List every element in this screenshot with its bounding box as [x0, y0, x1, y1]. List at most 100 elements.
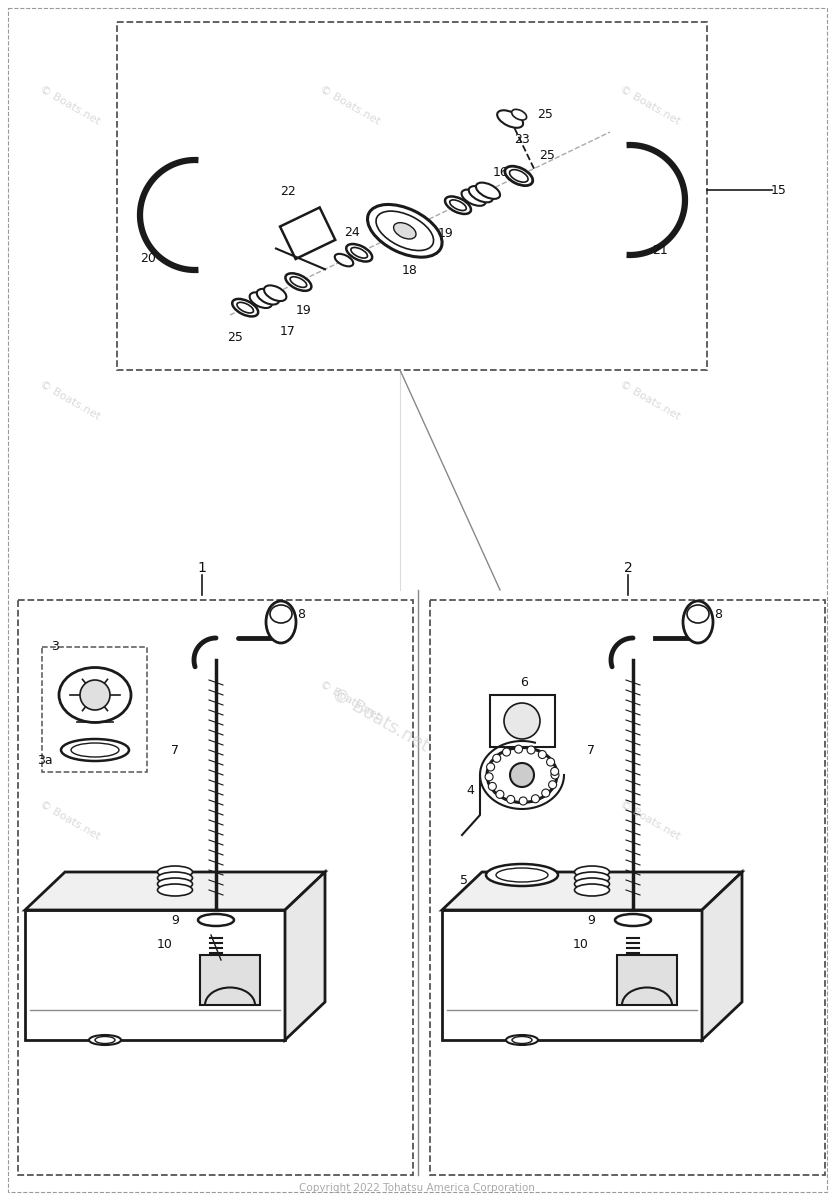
Ellipse shape — [89, 1034, 121, 1045]
Text: © Boats.net: © Boats.net — [618, 84, 682, 126]
Circle shape — [527, 746, 535, 754]
Ellipse shape — [487, 748, 557, 803]
Circle shape — [507, 796, 514, 804]
Circle shape — [504, 703, 540, 739]
Ellipse shape — [393, 223, 416, 239]
Circle shape — [514, 745, 523, 754]
Ellipse shape — [264, 286, 286, 301]
Text: © Boats.net: © Boats.net — [318, 84, 382, 126]
Text: 9: 9 — [587, 913, 595, 926]
Ellipse shape — [512, 109, 527, 120]
Circle shape — [80, 680, 110, 710]
Text: 23: 23 — [514, 132, 530, 145]
Ellipse shape — [335, 254, 353, 266]
Ellipse shape — [347, 244, 372, 262]
Text: 22: 22 — [280, 185, 296, 198]
Circle shape — [510, 763, 534, 787]
Text: 15: 15 — [771, 184, 787, 197]
Text: 8: 8 — [297, 608, 305, 622]
Text: 25: 25 — [377, 228, 392, 241]
Text: 10: 10 — [157, 938, 173, 952]
Text: 3: 3 — [51, 641, 59, 654]
Ellipse shape — [468, 186, 493, 203]
Ellipse shape — [257, 289, 279, 305]
Circle shape — [503, 748, 510, 756]
Text: 18: 18 — [402, 264, 418, 277]
Circle shape — [493, 755, 501, 762]
Circle shape — [519, 797, 527, 805]
Polygon shape — [25, 872, 325, 910]
Text: © Boats.net: © Boats.net — [618, 799, 682, 841]
Text: 6: 6 — [520, 677, 528, 690]
Ellipse shape — [574, 884, 610, 896]
Ellipse shape — [367, 204, 442, 257]
Text: © Boats.net: © Boats.net — [38, 379, 102, 421]
Polygon shape — [285, 872, 325, 1040]
Ellipse shape — [158, 878, 193, 890]
Text: 25: 25 — [539, 150, 554, 162]
Circle shape — [488, 782, 496, 791]
Ellipse shape — [497, 110, 523, 128]
Text: 10: 10 — [573, 938, 589, 952]
Text: 7: 7 — [587, 744, 595, 756]
Polygon shape — [490, 695, 555, 746]
Ellipse shape — [59, 667, 131, 722]
Text: 5: 5 — [460, 874, 468, 887]
Polygon shape — [702, 872, 742, 1040]
Circle shape — [539, 750, 546, 758]
Circle shape — [547, 758, 554, 766]
Polygon shape — [442, 872, 742, 910]
Circle shape — [549, 781, 557, 788]
Circle shape — [550, 767, 559, 775]
Text: 25: 25 — [537, 108, 553, 120]
Ellipse shape — [476, 182, 500, 199]
Ellipse shape — [462, 190, 486, 206]
Ellipse shape — [158, 872, 193, 884]
Text: 24: 24 — [344, 226, 360, 239]
Text: © Boats.net: © Boats.net — [328, 685, 432, 755]
Text: 3a: 3a — [38, 754, 53, 767]
Ellipse shape — [445, 197, 471, 214]
Ellipse shape — [615, 914, 651, 926]
Ellipse shape — [61, 739, 129, 761]
Ellipse shape — [683, 601, 713, 643]
Ellipse shape — [232, 299, 258, 317]
Ellipse shape — [71, 743, 119, 757]
Ellipse shape — [505, 167, 533, 186]
Polygon shape — [617, 955, 677, 1006]
Text: © Boats.net: © Boats.net — [38, 84, 102, 126]
Circle shape — [542, 790, 549, 797]
Ellipse shape — [158, 884, 193, 896]
Ellipse shape — [158, 866, 193, 878]
Text: 19: 19 — [438, 227, 454, 240]
Text: © Boats.net: © Boats.net — [38, 799, 102, 841]
Text: 7: 7 — [171, 744, 179, 756]
Ellipse shape — [266, 601, 296, 643]
Text: 4: 4 — [466, 784, 474, 797]
Ellipse shape — [198, 914, 234, 926]
Text: 17: 17 — [280, 325, 296, 338]
Text: 21: 21 — [652, 244, 668, 257]
Text: Copyright 2022 Tohatsu America Corporation: Copyright 2022 Tohatsu America Corporati… — [299, 1183, 535, 1193]
Text: © Boats.net: © Boats.net — [318, 679, 382, 721]
Polygon shape — [200, 955, 260, 1006]
Ellipse shape — [486, 864, 558, 886]
Text: 2: 2 — [624, 560, 632, 575]
Ellipse shape — [250, 293, 272, 308]
Text: 9: 9 — [171, 913, 179, 926]
Text: 16: 16 — [493, 166, 509, 179]
Circle shape — [496, 791, 504, 798]
Circle shape — [531, 794, 539, 803]
Ellipse shape — [496, 868, 548, 882]
Polygon shape — [25, 910, 285, 1040]
Ellipse shape — [574, 878, 610, 890]
Text: 1: 1 — [198, 560, 206, 575]
Circle shape — [551, 770, 559, 779]
Text: © Boats.net: © Boats.net — [618, 379, 682, 421]
Text: 8: 8 — [714, 608, 722, 622]
Text: 25: 25 — [227, 331, 243, 344]
Polygon shape — [442, 910, 702, 1040]
Circle shape — [487, 763, 494, 770]
Ellipse shape — [506, 1034, 538, 1045]
Text: 19: 19 — [296, 304, 311, 317]
